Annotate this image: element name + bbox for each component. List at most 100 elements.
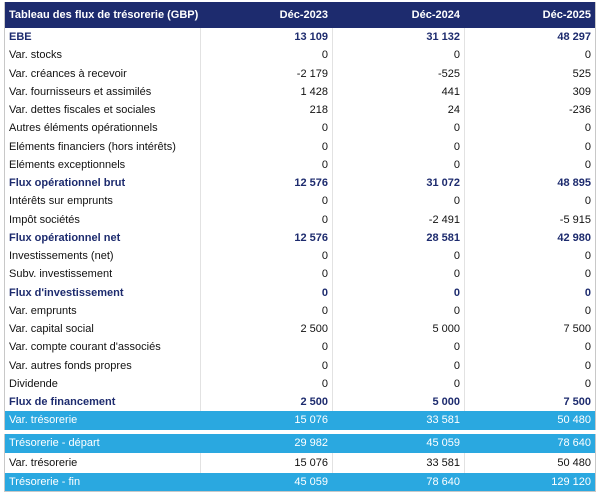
table-row: Var. trésorerie 15 076 33 581 50 480	[4, 411, 596, 430]
row-label: Var. stocks	[5, 46, 201, 65]
table-row: Eléments financiers (hors intérêts) 0 0 0	[4, 137, 596, 156]
row-label: Impôt sociétés	[5, 210, 201, 229]
row-label: Var. trésorerie	[5, 411, 201, 430]
table-row: Var. compte courant d'associés 0 0 0	[4, 338, 596, 357]
cell-value: 0	[201, 192, 333, 211]
cash-flow-table: Tableau des flux de trésorerie (GBP) Déc-…	[4, 2, 596, 492]
table-row: Var. autres fonds propres 0 0 0	[4, 356, 596, 375]
row-label: Var. compte courant d'associés	[5, 338, 201, 357]
cell-value: Déc-2025	[542, 9, 591, 21]
row-label: Var. dettes fiscales et sociales	[5, 101, 201, 120]
cell-value: 42 980	[557, 231, 591, 244]
cell-value: 0	[584, 377, 591, 390]
cell-value: 24	[333, 101, 465, 120]
summary-row: Var. trésorerie 15 076 33 581 50 480	[4, 453, 596, 473]
cell-value: 0	[201, 356, 333, 375]
cell-value: 0	[584, 359, 591, 372]
cell-value: 441	[333, 82, 465, 101]
cell-value: 0	[584, 49, 591, 62]
cell-value: 13 109	[201, 28, 333, 47]
cell-value: 0	[584, 341, 591, 354]
cell-value: 0	[333, 119, 465, 138]
cell-value: 48 895	[557, 177, 591, 190]
cell-value: 0	[584, 122, 591, 135]
cell-value: 45 059	[201, 472, 333, 491]
cell-value: 12 576	[201, 228, 333, 247]
cell-value: 5 000	[333, 393, 465, 412]
cell-value: 31 132	[333, 28, 465, 47]
cell-value: 2 500	[201, 393, 333, 412]
header-row: Tableau des flux de trésorerie (GBP) Déc-…	[4, 2, 596, 28]
cell-value: 29 982	[201, 433, 333, 453]
table-row: Investissements (net) 0 0 0	[4, 247, 596, 266]
table-row: Var. dettes fiscales et sociales 218 24 -23…	[4, 101, 596, 120]
cell-value: 0	[333, 46, 465, 65]
cell-value: 7 500	[563, 396, 591, 409]
table-row: Var. capital social 2 500 5 000 7 500	[4, 320, 596, 339]
cell-value: 0	[333, 338, 465, 357]
cell-value: -2 491	[333, 210, 465, 229]
table-row: Eléments exceptionnels 0 0 0	[4, 155, 596, 174]
table-row: Var. stocks 0 0 0	[4, 46, 596, 65]
row-label: Flux de financement	[5, 393, 201, 412]
cell-value: 0	[333, 155, 465, 174]
cell-value: 0	[584, 268, 591, 281]
cell-value: 28 581	[333, 228, 465, 247]
cell-value: 0	[584, 195, 591, 208]
summary-row: Trésorerie - fin 45 059 78 640 129 120	[4, 472, 596, 492]
cell-value: 50 480	[557, 456, 591, 469]
table-row: Flux d'investissement 0 0 0	[4, 283, 596, 302]
row-label: Tableau des flux de trésorerie (GBP)	[5, 2, 201, 28]
cell-value: 7 500	[563, 323, 591, 336]
table-row: Subv. investissement 0 0 0	[4, 265, 596, 284]
cell-value: 309	[572, 85, 591, 98]
row-label: Var. emprunts	[5, 301, 201, 320]
row-label: Eléments exceptionnels	[5, 155, 201, 174]
cell-value: 31 072	[333, 174, 465, 193]
cell-value: 0	[201, 283, 333, 302]
table-row: EBE 13 109 31 132 48 297	[4, 28, 596, 47]
row-label: Var. autres fonds propres	[5, 356, 201, 375]
cell-value: 0	[584, 304, 591, 317]
table-row: Impôt sociétés 0 -2 491 -5 915	[4, 210, 596, 229]
cell-value: 1 428	[201, 82, 333, 101]
row-label: Dividende	[5, 374, 201, 393]
summary-row: Trésorerie - départ 29 982 45 059 78 640	[4, 433, 596, 453]
table-row: Intérêts sur emprunts 0 0 0	[4, 192, 596, 211]
cell-value: 0	[584, 250, 591, 263]
table-row: Autres éléments opérationnels 0 0 0	[4, 119, 596, 138]
cell-value: 12 576	[201, 174, 333, 193]
cell-value: 0	[333, 301, 465, 320]
cell-value: 0	[333, 356, 465, 375]
cell-value: 48 297	[557, 31, 591, 44]
cell-value: 0	[584, 140, 591, 153]
row-label: Var. fournisseurs et assimilés	[5, 82, 201, 101]
cell-value: 0	[201, 137, 333, 156]
cell-value: -5 915	[559, 213, 591, 226]
cell-value: Déc-2023	[201, 2, 333, 28]
cell-value: 0	[201, 374, 333, 393]
cell-value: Déc-2024	[333, 2, 465, 28]
table-row: Var. emprunts 0 0 0	[4, 301, 596, 320]
row-label: Eléments financiers (hors intérêts)	[5, 137, 201, 156]
cell-value: 525	[572, 67, 591, 80]
cell-value: 0	[201, 46, 333, 65]
row-label: Intérêts sur emprunts	[5, 192, 201, 211]
cell-value: 0	[201, 155, 333, 174]
cell-value: 33 581	[333, 411, 465, 430]
row-label: Autres éléments opérationnels	[5, 119, 201, 138]
row-label: Var. créances à recevoir	[5, 64, 201, 83]
cell-value: -236	[568, 104, 591, 117]
cell-value: 33 581	[333, 453, 465, 473]
table-row: Dividende 0 0 0	[4, 374, 596, 393]
row-label: Trésorerie - départ	[5, 433, 201, 453]
cell-value: 15 076	[201, 453, 333, 473]
cell-value: 0	[333, 192, 465, 211]
cell-value: 0	[584, 286, 591, 299]
table-row: Flux opérationnel brut 12 576 31 072 48 895	[4, 174, 596, 193]
cell-value: 78 640	[557, 437, 591, 450]
cell-value: 50 480	[557, 414, 591, 427]
row-label: Flux d'investissement	[5, 283, 201, 302]
cell-value: 5 000	[333, 320, 465, 339]
